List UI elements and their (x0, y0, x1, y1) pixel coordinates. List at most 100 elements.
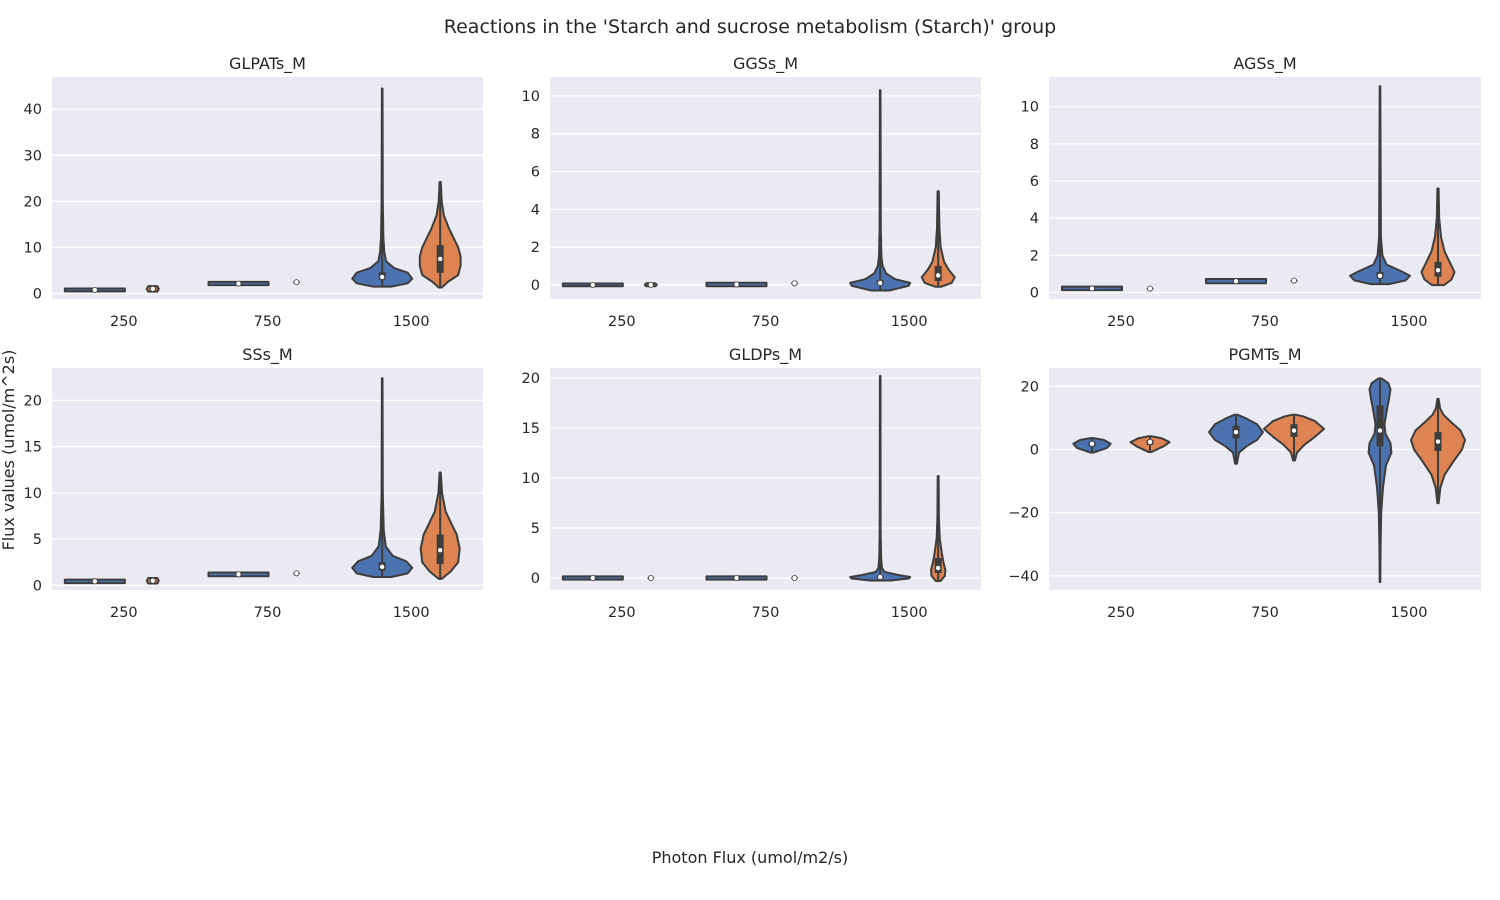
axes-background (52, 368, 483, 590)
violin-median-point (733, 575, 740, 582)
axes-background (1049, 77, 1481, 299)
x-tick-label: 1500 (393, 605, 430, 621)
x-tick-label: 1500 (891, 605, 928, 621)
violin-median-point (91, 578, 98, 585)
violin-iqr-box (1376, 405, 1384, 447)
y-tick-label: 8 (1030, 137, 1039, 153)
violin-median-point (379, 563, 386, 570)
panel-gldps-m: 0 5 10 15 20 250 750 1500 GLDPs_M (522, 345, 981, 621)
y-tick-label: 4 (531, 202, 540, 218)
y-tick-label: 5 (33, 532, 42, 548)
figure-title: Reactions in the 'Starch and sucrose met… (444, 16, 1056, 38)
panel-title: GGSs_M (733, 54, 798, 74)
violin-median-point (1089, 285, 1096, 292)
y-axis-label: Flux values (umol/m^2s) (0, 350, 18, 551)
panel-title: SSs_M (242, 345, 292, 365)
y-tick-label: 20 (1021, 379, 1039, 395)
violin-median-point (1233, 429, 1240, 436)
violin-median-point (647, 281, 654, 288)
violin-median-point (589, 575, 596, 582)
x-tick-label: 750 (1251, 605, 1279, 621)
x-tick-label: 1500 (393, 314, 430, 330)
y-tick-label: 8 (531, 127, 540, 143)
y-tick-label: 30 (24, 148, 42, 164)
y-tick-label: 15 (522, 421, 540, 437)
violin-median-point (877, 279, 884, 286)
panel-title: GLDPs_M (729, 345, 802, 365)
violin-median-point (379, 273, 386, 280)
y-tick-label: 0 (1030, 442, 1039, 458)
violin-median-point (877, 574, 884, 581)
y-tick-label: 10 (24, 240, 42, 256)
violin-median-point (1377, 427, 1384, 434)
violin-median-point (589, 281, 596, 288)
violin-median-point (1147, 285, 1154, 292)
panel-glpats-m: 0 10 20 30 40 250 750 1500 GLPATs_M (24, 54, 483, 330)
violin-median-point (791, 575, 798, 582)
x-tick-label: 1500 (1391, 605, 1428, 621)
axes-background (550, 368, 981, 590)
y-tick-label: 10 (1021, 100, 1039, 116)
panel-title: PGMTs_M (1228, 345, 1301, 365)
y-tick-label: 6 (1030, 174, 1039, 190)
y-tick-label: 2 (531, 240, 540, 256)
violin-median-point (1089, 440, 1096, 447)
violin-median-point (1291, 277, 1298, 284)
x-tick-label: 250 (1107, 605, 1135, 621)
violin-median-point (1435, 438, 1442, 445)
y-tick-label: 20 (24, 393, 42, 409)
y-tick-label: 20 (522, 371, 540, 387)
x-tick-label: 750 (254, 314, 282, 330)
x-axis-label: Photon Flux (umol/m2/s) (652, 848, 849, 867)
x-tick-label: 250 (1107, 314, 1135, 330)
y-tick-label: −40 (1008, 569, 1039, 585)
x-tick-label: 250 (608, 605, 636, 621)
y-tick-label: 10 (24, 486, 42, 502)
violin-median-point (1233, 278, 1240, 285)
panel-agss-m: 0 2 4 6 8 10 250 750 1500 AGSs_M (1021, 54, 1481, 330)
y-tick-label: 6 (531, 164, 540, 180)
y-tick-label: 0 (1030, 285, 1039, 301)
violin-median-point (235, 280, 242, 287)
violin-median-point (437, 547, 444, 554)
y-tick-label: 0 (531, 571, 540, 587)
violin-median-point (1147, 438, 1154, 445)
x-tick-label: 750 (752, 314, 780, 330)
axes-background (1049, 368, 1481, 590)
axes-background (52, 77, 483, 299)
violin-median-point (647, 575, 654, 582)
x-tick-label: 250 (110, 605, 138, 621)
violin-median-point (1435, 267, 1442, 274)
violin-median-point (935, 565, 942, 572)
violin-median-point (437, 255, 444, 262)
violin-median-point (1377, 272, 1384, 279)
panel-title: AGSs_M (1233, 54, 1296, 74)
violin-median-point (733, 281, 740, 288)
violin-median-point (149, 285, 156, 292)
y-tick-label: −20 (1008, 506, 1039, 522)
y-tick-label: 20 (24, 194, 42, 210)
y-tick-label: 10 (522, 471, 540, 487)
violin-median-point (935, 272, 942, 279)
violin-median-point (235, 571, 242, 578)
x-tick-label: 750 (254, 605, 282, 621)
violin-median-point (293, 279, 300, 286)
y-tick-label: 5 (531, 521, 540, 537)
y-tick-label: 40 (24, 102, 42, 118)
y-tick-label: 0 (33, 286, 42, 302)
y-tick-label: 2 (1030, 248, 1039, 264)
violin-median-point (1291, 427, 1298, 434)
panel-title: GLPATs_M (229, 54, 306, 74)
x-tick-label: 1500 (891, 314, 928, 330)
panel-sss-m: 0 5 10 15 20 250 750 1500 SSs_M (24, 345, 483, 621)
y-tick-label: 0 (531, 278, 540, 294)
x-tick-label: 250 (110, 314, 138, 330)
y-tick-label: 15 (24, 440, 42, 456)
x-tick-label: 750 (1251, 314, 1279, 330)
y-tick-label: 4 (1030, 211, 1039, 227)
panel-ggss-m: 0 2 4 6 8 10 250 750 1500 GGSs_M (522, 54, 981, 330)
violin-median-point (293, 570, 300, 577)
x-tick-label: 250 (608, 314, 636, 330)
